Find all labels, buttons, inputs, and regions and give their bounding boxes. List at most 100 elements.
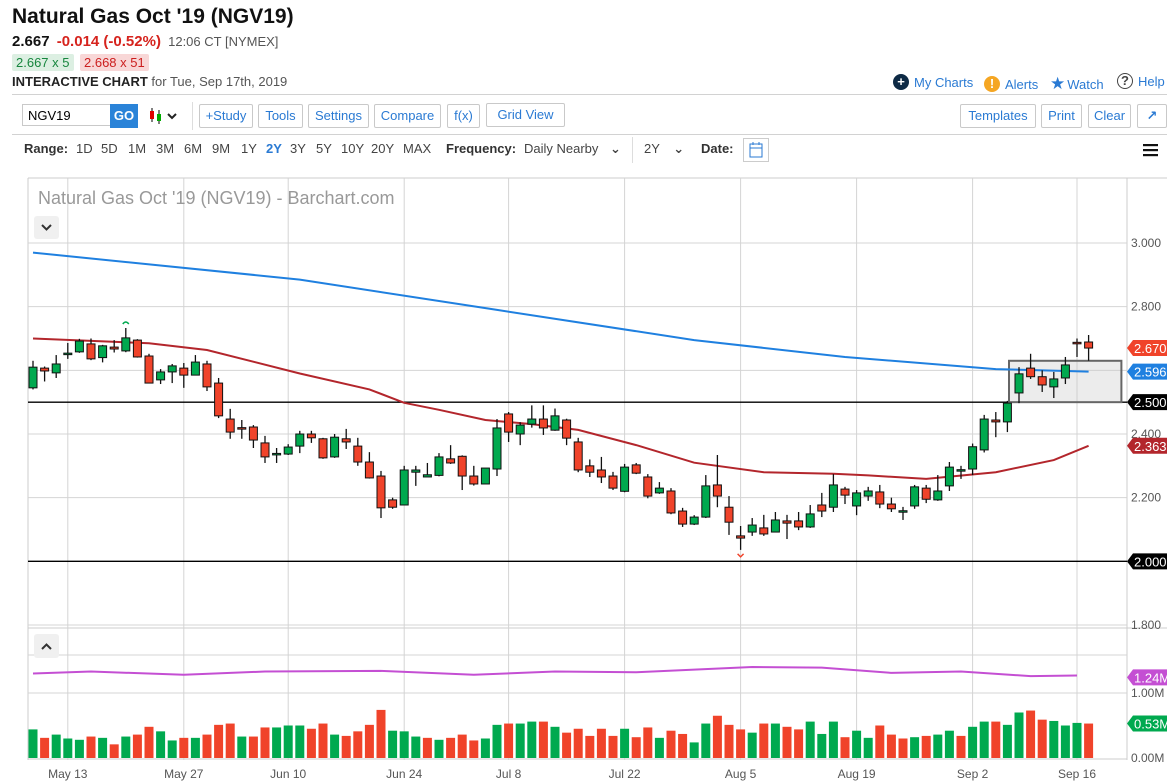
divider <box>192 102 193 130</box>
candle-body <box>538 418 548 429</box>
expand-arrow-icon: ↗ <box>1146 108 1158 123</box>
y-tick-label: 2.800 <box>1131 300 1161 314</box>
calendar-icon <box>749 142 763 158</box>
range-5d[interactable]: 5D <box>101 141 118 156</box>
candle <box>515 422 525 446</box>
range-2y[interactable]: 2Y <box>266 141 282 156</box>
y-tick-label: 1.800 <box>1131 618 1161 632</box>
candle-body <box>562 419 572 439</box>
candle <box>886 497 896 512</box>
candle-body <box>1072 341 1082 345</box>
candle-body <box>596 469 606 478</box>
collapse-price-pane-button[interactable] <box>34 216 59 239</box>
candle-body <box>689 516 699 525</box>
volume-bar <box>156 731 166 758</box>
function-button[interactable]: f(x) <box>447 104 480 128</box>
chart-type-dropdown[interactable] <box>148 106 182 131</box>
settings-button[interactable]: Settings <box>308 104 369 128</box>
my-charts-label: My Charts <box>914 74 974 90</box>
x-tick-label: May 13 <box>48 767 88 781</box>
grid-view-button[interactable]: Grid View <box>486 103 565 127</box>
study-button[interactable]: +Study <box>199 104 253 128</box>
volume-bar <box>202 734 212 758</box>
badge-label: 1.24M <box>1134 670 1167 685</box>
volume-bar <box>643 727 653 758</box>
volume-bar <box>1037 719 1047 758</box>
expand-button[interactable]: ↗ <box>1137 104 1167 128</box>
candle-body <box>446 458 456 464</box>
volume-bar <box>51 734 61 758</box>
range-1y[interactable]: 1Y <box>241 141 257 156</box>
tools-button[interactable]: Tools <box>258 104 303 128</box>
volume-bar <box>434 739 444 758</box>
range-3m[interactable]: 3M <box>156 141 175 156</box>
range-6m[interactable]: 6M <box>184 141 203 156</box>
templates-button[interactable]: Templates <box>960 104 1036 128</box>
candle-body <box>608 475 618 489</box>
volume-bar <box>341 735 351 758</box>
candle-body <box>1037 376 1047 386</box>
volume-bar <box>759 723 769 758</box>
compare-button[interactable]: Compare <box>374 104 441 128</box>
candle-body <box>411 469 421 473</box>
volume-bar <box>144 726 154 758</box>
volume-bar <box>364 724 374 758</box>
date-picker-button[interactable] <box>743 138 769 162</box>
volume-bar <box>353 731 363 758</box>
period-dropdown[interactable]: 2Y ⌄ <box>644 141 684 157</box>
candle <box>1049 371 1059 399</box>
range-3y[interactable]: 3Y <box>290 141 306 156</box>
go-button[interactable]: GO <box>110 104 138 128</box>
candle <box>248 425 258 449</box>
my-charts-link[interactable]: + My Charts <box>893 74 973 90</box>
watch-link[interactable]: ★ Watch <box>1050 74 1104 94</box>
candle-body <box>944 466 954 487</box>
candle-body <box>190 361 200 376</box>
price-chart[interactable]: Natural Gas Oct '19 (NGV19) - Barchart.c… <box>0 170 1167 783</box>
alerts-link[interactable]: ! Alerts <box>984 76 1038 92</box>
candle <box>283 444 293 456</box>
volume-bar <box>306 728 316 758</box>
instrument-title: Natural Gas Oct '19 (NGV19) <box>12 5 294 28</box>
range-9m[interactable]: 9M <box>212 141 231 156</box>
range-5y[interactable]: 5Y <box>316 141 332 156</box>
clear-button[interactable]: Clear <box>1088 104 1131 128</box>
x-tick-label: Aug 19 <box>838 767 876 781</box>
range-1d[interactable]: 1D <box>76 141 93 156</box>
symbol-input[interactable] <box>22 104 111 126</box>
print-button[interactable]: Print <box>1041 104 1082 128</box>
candle-body <box>306 433 316 439</box>
y-tick-label: 3.000 <box>1131 236 1161 250</box>
candle-body <box>51 363 61 374</box>
volume-bar <box>480 738 490 758</box>
collapse-volume-pane-button[interactable] <box>34 634 59 658</box>
range-20y[interactable]: 20Y <box>371 141 395 156</box>
range-max[interactable]: MAX <box>403 141 432 156</box>
candle-body <box>457 455 467 477</box>
candle-body <box>248 426 258 441</box>
volume-bar <box>74 739 84 758</box>
candle <box>167 363 177 384</box>
range-10y[interactable]: 10Y <box>341 141 365 156</box>
chevron-down-icon: ⌄ <box>610 141 621 156</box>
candle <box>504 412 514 442</box>
volume-bar <box>817 733 827 758</box>
volume-bar <box>40 737 50 758</box>
candle <box>28 360 38 390</box>
candle-body <box>98 345 108 359</box>
volume-bar <box>422 737 432 758</box>
candle-body <box>480 467 490 485</box>
candle <box>898 506 908 520</box>
volume-bar <box>608 735 618 758</box>
candle-body <box>956 469 966 472</box>
candle-body <box>712 484 722 497</box>
volume-bar <box>237 736 247 758</box>
candle <box>1014 367 1024 404</box>
volume-bar <box>1014 712 1024 758</box>
help-link[interactable]: ? Help <box>1117 73 1165 89</box>
candles <box>28 321 1094 558</box>
last-price: 2.667 <box>12 33 50 50</box>
menu-button[interactable] <box>1143 143 1159 162</box>
range-1m[interactable]: 1M <box>128 141 147 156</box>
frequency-dropdown[interactable]: Daily Nearby ⌄ <box>524 141 621 157</box>
